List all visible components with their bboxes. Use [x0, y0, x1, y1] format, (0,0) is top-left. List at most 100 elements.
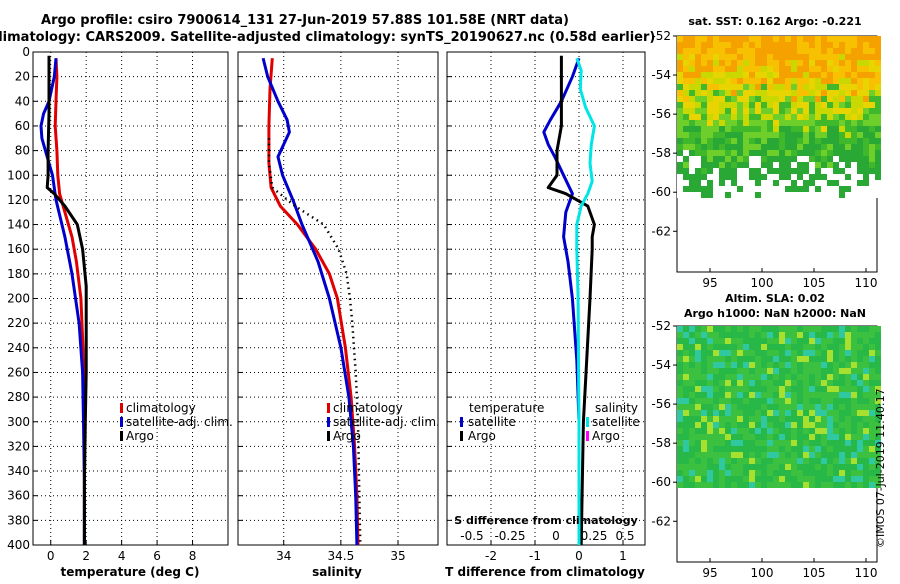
map-cell	[791, 326, 797, 332]
map-cell	[803, 380, 809, 386]
map-y-label: -62	[651, 514, 671, 528]
map-cell	[713, 162, 719, 168]
map-cell	[725, 36, 731, 42]
map-cell	[737, 332, 743, 338]
map-cell	[743, 338, 749, 344]
map-x-label: 110	[855, 276, 878, 290]
map-cell	[755, 174, 761, 180]
map-cell	[695, 410, 701, 416]
map-cell	[689, 416, 695, 422]
map-cell	[677, 84, 683, 90]
map-cell	[839, 434, 845, 440]
map-cell	[689, 138, 695, 144]
map-cell	[833, 344, 839, 350]
map-cell	[785, 422, 791, 428]
map-cell	[827, 90, 833, 96]
map-cell	[737, 440, 743, 446]
map-cell	[857, 72, 863, 78]
map-cell	[779, 350, 785, 356]
map-cell	[809, 362, 815, 368]
map-cell	[875, 368, 881, 374]
map-cell	[725, 356, 731, 362]
map-cell	[731, 168, 737, 174]
map-cell	[677, 470, 683, 476]
map-cell	[689, 60, 695, 66]
map-cell	[683, 422, 689, 428]
map-cell	[689, 446, 695, 452]
map-cell	[749, 404, 755, 410]
map-cell	[797, 96, 803, 102]
map-cell	[791, 374, 797, 380]
map-cell	[731, 344, 737, 350]
map-cell	[857, 326, 863, 332]
map-cell	[803, 404, 809, 410]
map-cell	[785, 434, 791, 440]
map-cell	[803, 416, 809, 422]
map-cell	[755, 458, 761, 464]
map-cell	[857, 90, 863, 96]
map-cell	[797, 54, 803, 60]
map-cell	[719, 72, 725, 78]
map-cell	[779, 78, 785, 84]
map-cell	[821, 36, 827, 42]
map-cell	[791, 440, 797, 446]
map-cell	[767, 422, 773, 428]
map-cell	[737, 422, 743, 428]
map-cell	[869, 326, 875, 332]
map-cell	[737, 434, 743, 440]
map-cell	[833, 48, 839, 54]
map-cell	[737, 168, 743, 174]
map-cell	[803, 96, 809, 102]
salinity-legend: climatology satellite-adj. clim. Argo	[327, 401, 440, 443]
map-cell	[821, 368, 827, 374]
map-cell	[821, 126, 827, 132]
map-cell	[695, 60, 701, 66]
map-cell	[689, 464, 695, 470]
map-cell	[743, 446, 749, 452]
map-cell	[851, 120, 857, 126]
map-cell	[755, 326, 761, 332]
map-cell	[713, 138, 719, 144]
map-cell	[767, 404, 773, 410]
map-cell	[827, 156, 833, 162]
map-cell	[803, 114, 809, 120]
map-cell	[839, 72, 845, 78]
map-cell	[719, 84, 725, 90]
map-cell	[803, 398, 809, 404]
map-cell	[803, 144, 809, 150]
map-cell	[719, 96, 725, 102]
map-cell	[875, 350, 881, 356]
map-cell	[785, 356, 791, 362]
map-cell	[719, 78, 725, 84]
map-cell	[785, 410, 791, 416]
map-cell	[833, 350, 839, 356]
map-cell	[677, 476, 683, 482]
map-cell	[701, 138, 707, 144]
map-cell	[743, 114, 749, 120]
map-cell	[821, 326, 827, 332]
map-cell	[827, 416, 833, 422]
map-cell	[845, 326, 851, 332]
map-cell	[809, 180, 815, 186]
map-cell	[779, 84, 785, 90]
y-tick-label: 220	[7, 316, 30, 330]
map-cell	[695, 464, 701, 470]
map-cell	[863, 126, 869, 132]
map-cell	[701, 114, 707, 120]
map-cell	[725, 470, 731, 476]
map-cell	[791, 144, 797, 150]
map-cell	[791, 162, 797, 168]
map-cell	[833, 464, 839, 470]
map-cell	[869, 380, 875, 386]
map-cell	[689, 132, 695, 138]
map-cell	[743, 150, 749, 156]
map-cell	[707, 422, 713, 428]
map-cell	[677, 150, 683, 156]
map-cell	[779, 428, 785, 434]
map-cell	[743, 120, 749, 126]
map-cell	[797, 326, 803, 332]
map-cell	[755, 42, 761, 48]
map-cell	[791, 168, 797, 174]
map-cell	[755, 452, 761, 458]
map-cell	[803, 72, 809, 78]
